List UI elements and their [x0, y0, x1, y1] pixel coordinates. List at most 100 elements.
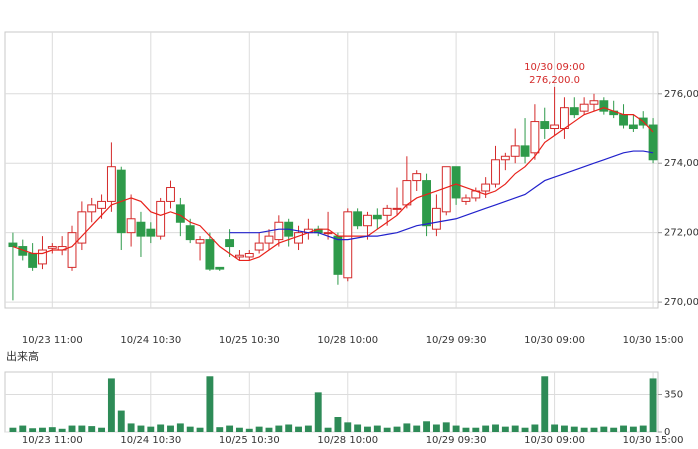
volume-bar: [344, 422, 352, 432]
volume-bar: [107, 378, 115, 432]
volume-bar: [117, 410, 125, 432]
volume-bar: [403, 423, 411, 432]
volume-bar: [383, 427, 391, 432]
candle-body: [47, 246, 57, 249]
volume-bar: [176, 423, 184, 432]
volume-bar: [68, 425, 76, 432]
candle-body: [185, 225, 195, 241]
volume-bar: [304, 425, 312, 432]
candle-body: [441, 166, 451, 213]
volume-bar: [432, 424, 440, 432]
volume-bar: [364, 426, 371, 432]
volume-bar: [560, 425, 568, 432]
x-tick-label: 10/29 09:30: [426, 435, 487, 446]
candle-body: [550, 124, 560, 130]
volume-bar: [541, 376, 549, 432]
candle-body: [77, 211, 87, 244]
candle-body: [589, 100, 599, 105]
volume-bar: [551, 424, 559, 432]
volume-bar: [216, 427, 224, 432]
annotation: 276,200.0: [529, 75, 580, 86]
volume-bar: [649, 378, 657, 432]
candle-body: [412, 173, 422, 182]
candle-body: [648, 124, 658, 161]
volume-bar: [39, 427, 46, 432]
candle-body: [422, 180, 432, 227]
candle-body: [353, 211, 363, 227]
volume-bar: [620, 425, 627, 432]
y-tick-label: 272,000: [664, 228, 698, 239]
candle-body: [166, 187, 175, 202]
volume-bar: [147, 426, 155, 432]
volume-title: 出来高: [6, 349, 39, 363]
volume-bar: [324, 427, 332, 432]
x-tick-label: 10/24 10:30: [120, 335, 181, 346]
x-tick-label: 10/30 09:00: [524, 435, 585, 446]
candle-body: [274, 221, 284, 241]
volume-bar: [127, 423, 135, 432]
volume-bar: [265, 427, 273, 432]
y-tick-label: 270,000: [664, 297, 698, 308]
candle-body: [510, 145, 520, 157]
candle-body: [461, 197, 471, 202]
volume-bar: [531, 424, 539, 432]
candle-body: [599, 100, 609, 112]
candle-body: [382, 207, 392, 216]
candle-body: [481, 183, 491, 192]
candle-body: [215, 266, 225, 270]
volume-bar: [196, 427, 204, 432]
x-tick-label: 10/23 11:00: [22, 335, 83, 346]
volume-bar: [610, 427, 618, 432]
moving-average: [229, 150, 654, 241]
candle-body: [520, 145, 530, 157]
candle-body: [97, 200, 107, 209]
candle-body: [569, 107, 579, 116]
x-tick-label: 10/30 15:00: [623, 435, 684, 446]
volume-bar: [482, 425, 490, 432]
candle-body: [235, 254, 244, 258]
volume-bar: [639, 425, 647, 432]
candle-body: [67, 232, 77, 268]
x-tick-label: 10/30 15:00: [623, 335, 684, 346]
y-tick-label: 274,000: [664, 158, 698, 169]
candle-body: [500, 155, 510, 161]
volume-bar: [88, 426, 96, 432]
volume-bar: [255, 426, 263, 432]
candle-body: [628, 124, 638, 130]
candle-body: [451, 166, 461, 199]
volume-bar: [472, 427, 480, 432]
candle-body: [343, 211, 353, 279]
volume-bar: [186, 426, 194, 432]
candle-body: [156, 200, 166, 237]
annotation: 10/30 09:00: [524, 62, 585, 73]
candle-body: [175, 204, 185, 223]
volume-bar: [629, 426, 637, 432]
volume-bar: [580, 427, 588, 432]
candle-body: [372, 214, 382, 220]
volume-bar: [452, 425, 460, 432]
candle-body: [136, 221, 146, 237]
volume-bar: [48, 427, 56, 432]
y-tick-label: 0: [664, 427, 670, 438]
x-tick-label: 10/23 11:00: [22, 435, 83, 446]
candle-body: [540, 121, 550, 130]
volume-bar: [137, 425, 145, 432]
candle-body: [195, 239, 205, 244]
volume-bar: [600, 426, 608, 432]
x-tick-label: 10/24 10:30: [120, 435, 181, 446]
candle-body: [254, 242, 264, 251]
volume-bar: [314, 392, 322, 432]
volume-bar: [78, 425, 86, 432]
volume-bar: [29, 428, 37, 432]
volume-bar: [9, 427, 17, 432]
candle-body: [333, 235, 343, 275]
x-tick-label: 10/30 09:00: [524, 335, 585, 346]
volume-bar: [462, 427, 470, 432]
x-tick-label: 10/25 10:30: [219, 335, 280, 346]
candle-body: [126, 218, 136, 234]
x-tick-label: 10/28 10:00: [317, 435, 378, 446]
volume-bar: [235, 427, 243, 432]
volume-bar: [167, 425, 174, 432]
x-tick-label: 10/28 10:00: [317, 335, 378, 346]
